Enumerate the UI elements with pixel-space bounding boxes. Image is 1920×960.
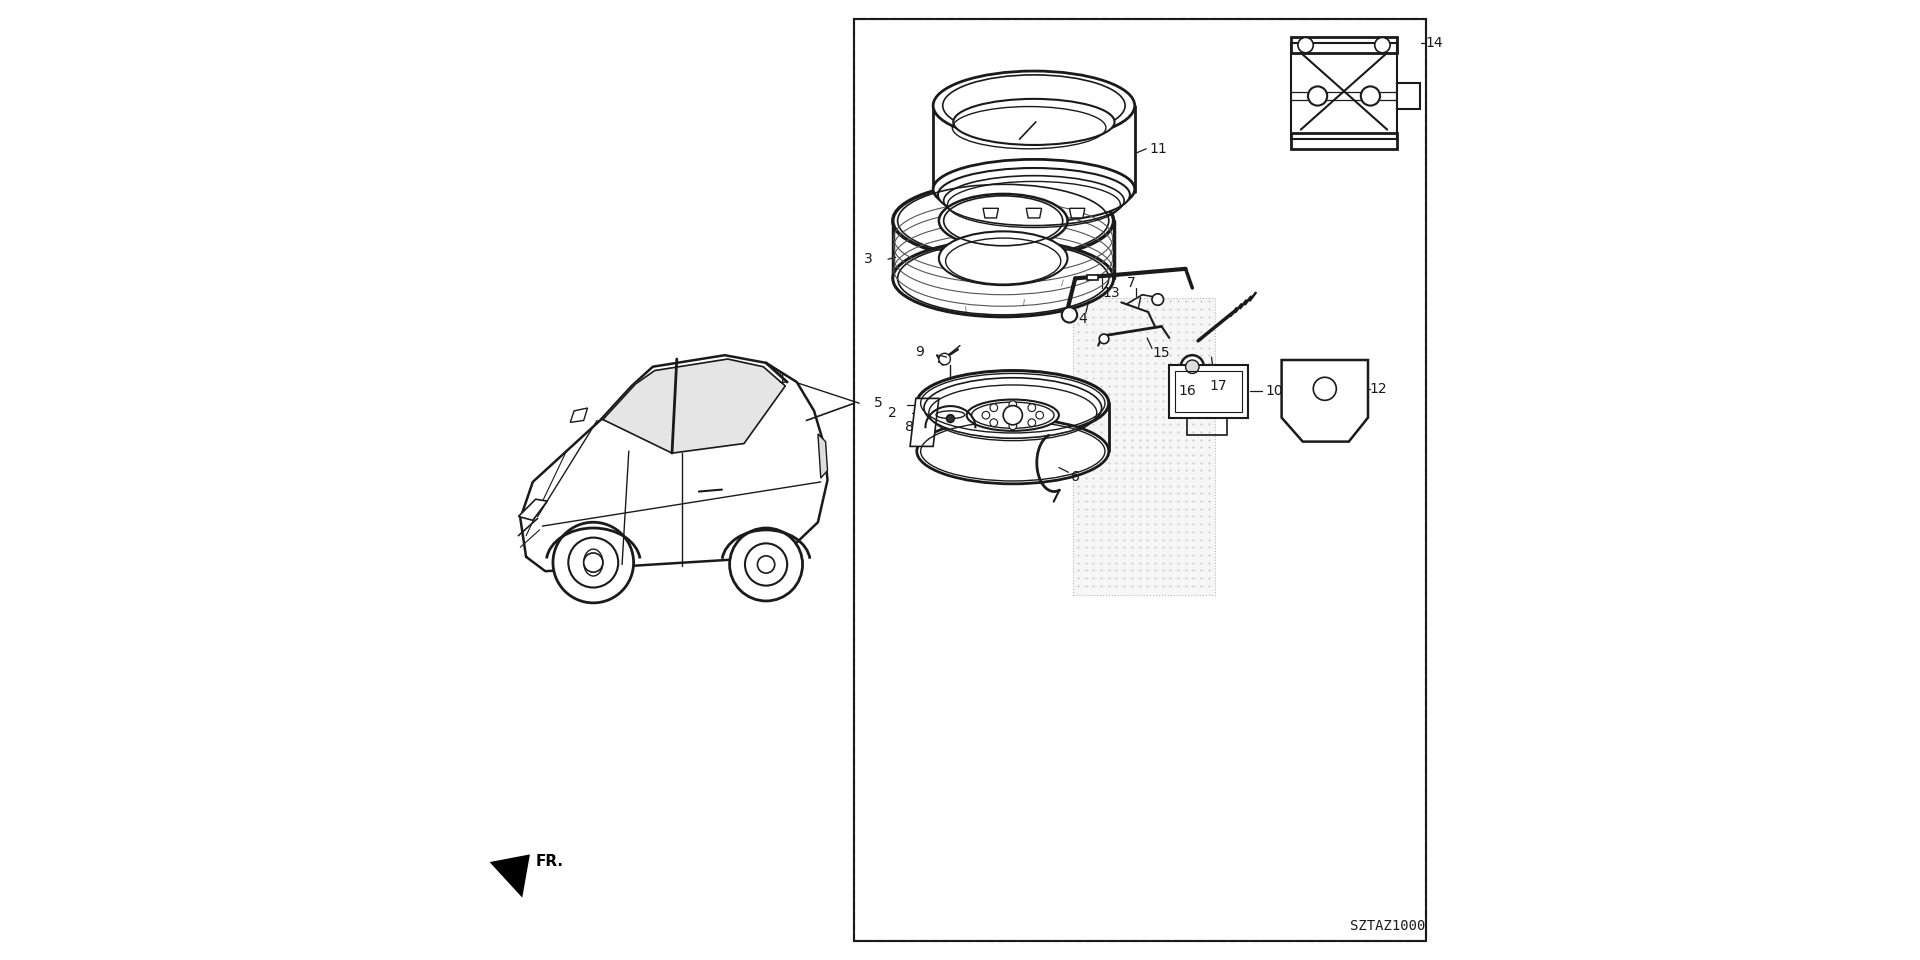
Text: 14: 14 <box>1425 36 1444 50</box>
Ellipse shape <box>939 231 1068 285</box>
Bar <box>854 19 1425 941</box>
Circle shape <box>939 353 950 365</box>
Circle shape <box>1002 405 1023 425</box>
Polygon shape <box>1283 360 1367 442</box>
Polygon shape <box>1025 208 1041 218</box>
Bar <box>1073 298 1215 595</box>
Circle shape <box>1027 419 1035 426</box>
Circle shape <box>991 419 998 426</box>
Text: 13: 13 <box>1102 286 1119 300</box>
Ellipse shape <box>918 419 1110 484</box>
Polygon shape <box>490 854 530 898</box>
Text: 2: 2 <box>887 406 897 420</box>
Ellipse shape <box>968 399 1060 431</box>
Text: |: | <box>964 305 966 313</box>
Circle shape <box>584 553 603 572</box>
Circle shape <box>1037 411 1044 420</box>
Text: 5: 5 <box>874 396 883 410</box>
Circle shape <box>1313 377 1336 400</box>
Ellipse shape <box>939 168 1129 222</box>
Circle shape <box>1185 360 1198 373</box>
Circle shape <box>1098 334 1110 344</box>
Bar <box>1290 133 1396 149</box>
Text: 16: 16 <box>1179 384 1196 397</box>
Polygon shape <box>910 398 939 446</box>
Circle shape <box>1152 294 1164 305</box>
Bar <box>1396 84 1419 109</box>
Text: 12: 12 <box>1371 382 1388 396</box>
Text: 15: 15 <box>1152 347 1169 360</box>
Circle shape <box>983 411 991 420</box>
Text: 9: 9 <box>914 346 924 359</box>
Bar <box>1169 365 1248 418</box>
Text: 7: 7 <box>1127 276 1135 290</box>
Text: 8: 8 <box>904 420 914 434</box>
Circle shape <box>947 415 954 422</box>
Polygon shape <box>818 434 828 478</box>
Text: 1: 1 <box>778 372 787 386</box>
Circle shape <box>1298 37 1313 53</box>
Circle shape <box>991 404 998 412</box>
Ellipse shape <box>893 240 1114 317</box>
Text: 4: 4 <box>1079 312 1087 325</box>
Polygon shape <box>518 499 547 520</box>
Text: |: | <box>1058 279 1064 287</box>
Bar <box>1290 43 1396 139</box>
Circle shape <box>1027 404 1035 412</box>
Bar <box>1175 371 1242 412</box>
Circle shape <box>1181 355 1204 378</box>
Circle shape <box>1062 307 1077 323</box>
Polygon shape <box>520 355 828 571</box>
Bar <box>854 19 1425 941</box>
Text: 11: 11 <box>1148 142 1167 156</box>
Ellipse shape <box>893 182 1114 259</box>
Polygon shape <box>570 408 588 422</box>
Ellipse shape <box>918 371 1110 436</box>
Text: |: | <box>1021 299 1023 306</box>
Circle shape <box>1308 86 1327 106</box>
Ellipse shape <box>933 159 1135 219</box>
Polygon shape <box>603 359 785 453</box>
Text: FR.: FR. <box>536 854 564 870</box>
Circle shape <box>1375 37 1390 53</box>
Text: 17: 17 <box>1210 379 1227 393</box>
Polygon shape <box>983 208 998 218</box>
Circle shape <box>756 556 774 573</box>
Text: 10: 10 <box>1265 384 1283 398</box>
Text: 3: 3 <box>864 252 874 266</box>
Ellipse shape <box>933 71 1135 140</box>
Circle shape <box>553 522 634 603</box>
Ellipse shape <box>925 420 975 435</box>
Text: 6: 6 <box>1071 470 1081 484</box>
Ellipse shape <box>954 99 1116 145</box>
Circle shape <box>1361 86 1380 106</box>
Circle shape <box>730 528 803 601</box>
Ellipse shape <box>939 194 1068 248</box>
Bar <box>1290 37 1396 53</box>
Bar <box>1087 275 1098 280</box>
Polygon shape <box>1069 208 1085 218</box>
Polygon shape <box>925 406 975 427</box>
Text: SZTAZ1000: SZTAZ1000 <box>1350 920 1425 933</box>
Circle shape <box>1010 401 1018 409</box>
Circle shape <box>1010 422 1018 430</box>
